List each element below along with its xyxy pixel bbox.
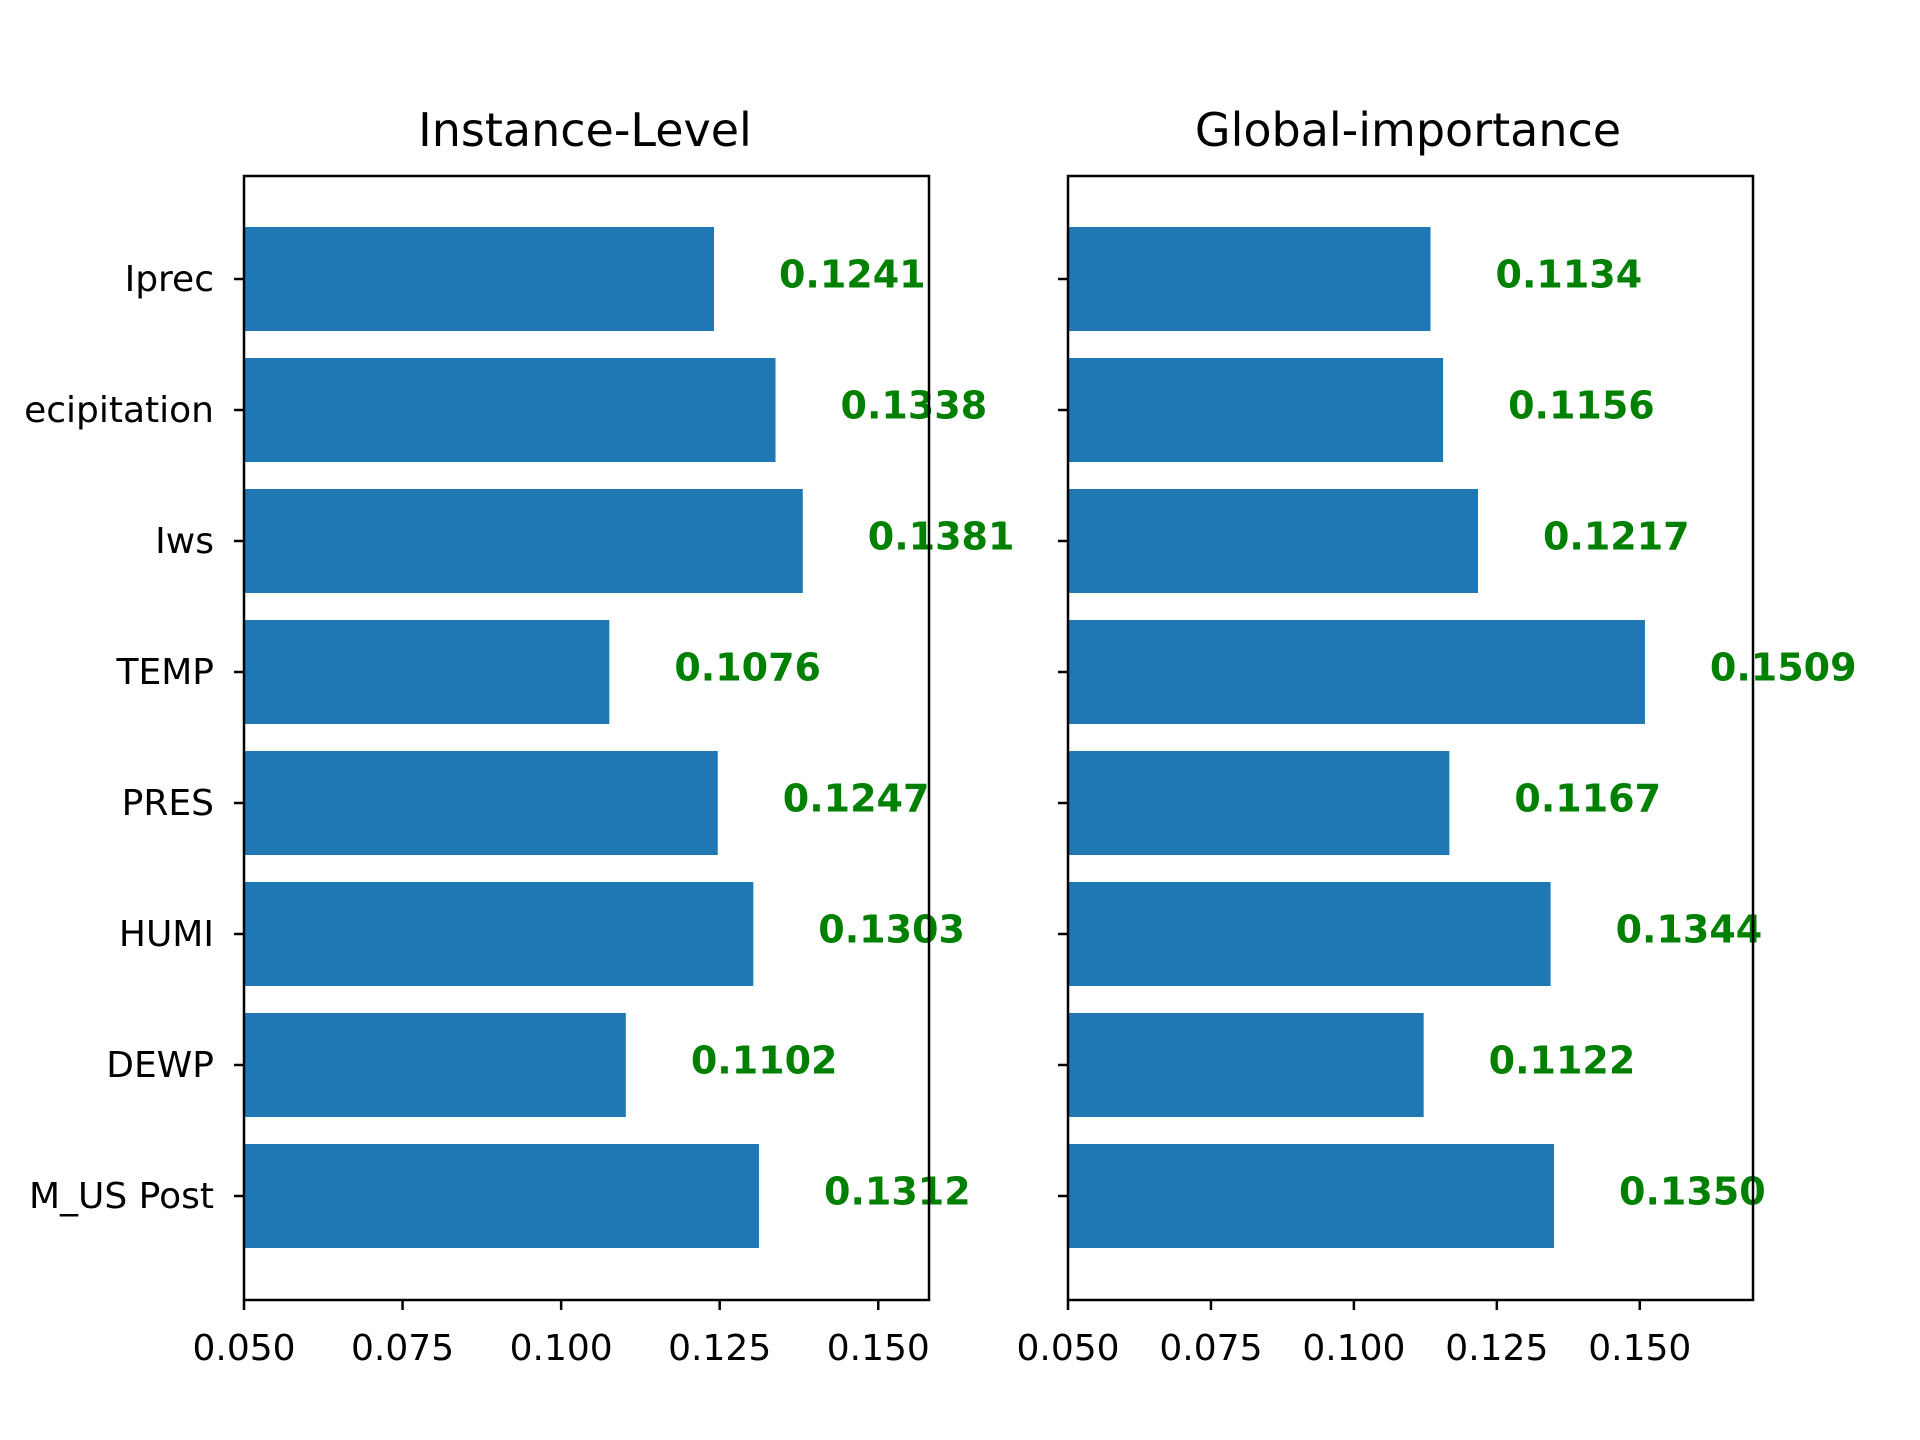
instance-x-tick-label: 0.125 xyxy=(668,1328,771,1369)
instance-data-label: 0.1381 xyxy=(868,515,1015,559)
instance-bar xyxy=(244,882,754,986)
instance-data-label: 0.1338 xyxy=(841,384,988,428)
category-label: Iws xyxy=(155,521,214,562)
global-x-tick-label: 0.150 xyxy=(1588,1328,1691,1369)
instance-bar xyxy=(244,358,776,462)
instance-x-tick-label: 0.050 xyxy=(192,1328,295,1369)
instance-level-panel: Instance-Level 0.1241 Iprec 0.1338 ecipitat… xyxy=(24,103,1014,1369)
instance-data-label: 0.1076 xyxy=(674,646,821,690)
global-data-label: 0.1217 xyxy=(1543,515,1690,559)
global-data-label: 0.1167 xyxy=(1514,777,1661,821)
category-label: HUMI xyxy=(119,914,214,955)
global-axes-frame xyxy=(1066,174,1755,1302)
category-label: Iprec xyxy=(125,259,214,300)
category-label: ecipitation xyxy=(24,390,214,431)
global-data-label: 0.1509 xyxy=(1710,646,1857,690)
global-importance-title: Global-importance xyxy=(1195,103,1621,157)
instance-data-label: 0.1247 xyxy=(783,777,930,821)
instance-bar xyxy=(244,751,718,855)
instance-bar xyxy=(244,1013,626,1117)
global-data-label: 0.1350 xyxy=(1619,1170,1766,1214)
global-x-tick-label: 0.050 xyxy=(1016,1328,1119,1369)
instance-data-label: 0.1102 xyxy=(691,1039,838,1083)
instance-bar xyxy=(244,620,610,724)
global-x-tick-label: 0.075 xyxy=(1159,1328,1262,1369)
global-bar xyxy=(1068,1013,1424,1117)
category-label: DEWP xyxy=(106,1045,214,1086)
global-bar xyxy=(1068,1144,1555,1248)
instance-x-tick-label: 0.100 xyxy=(510,1328,613,1369)
global-data-label: 0.1344 xyxy=(1616,908,1763,952)
category-label: TEMP xyxy=(115,652,214,693)
category-label: M_US Post xyxy=(29,1176,214,1217)
global-bar xyxy=(1068,751,1450,855)
instance-bar xyxy=(244,489,803,593)
instance-level-title: Instance-Level xyxy=(418,103,752,157)
global-bar xyxy=(1068,489,1478,593)
global-data-label: 0.1156 xyxy=(1508,384,1655,428)
instance-bar xyxy=(244,227,714,331)
instance-data-label: 0.1241 xyxy=(779,253,926,297)
global-data-label: 0.1134 xyxy=(1496,253,1643,297)
instance-data-label: 0.1312 xyxy=(824,1170,971,1214)
instance-x-tick-label: 0.150 xyxy=(827,1328,930,1369)
instance-axes-frame xyxy=(242,174,931,1302)
global-importance-panel: Global-importance 0.1134 0.1156 0.1217 0.15… xyxy=(1016,103,1856,1369)
global-data-label: 0.1122 xyxy=(1489,1039,1636,1083)
global-x-tick-label: 0.125 xyxy=(1445,1328,1548,1369)
global-bar xyxy=(1068,358,1444,462)
instance-data-label: 0.1303 xyxy=(818,908,965,952)
instance-x-tick-label: 0.075 xyxy=(351,1328,454,1369)
global-bar xyxy=(1068,882,1551,986)
global-x-tick-label: 0.100 xyxy=(1302,1328,1405,1369)
category-label: PRES xyxy=(122,783,214,824)
instance-bar xyxy=(244,1144,760,1248)
global-bar xyxy=(1068,620,1645,724)
global-bar xyxy=(1068,227,1431,331)
